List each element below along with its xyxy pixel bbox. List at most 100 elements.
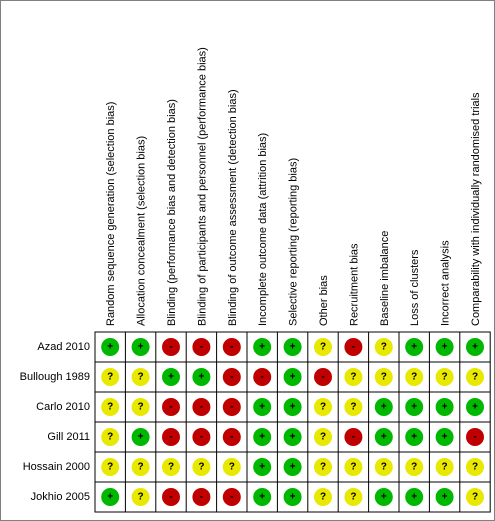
- judgement-symbol: ?: [168, 462, 174, 473]
- study-label: Hossain 2000: [23, 461, 90, 473]
- judgement-symbol: ?: [229, 462, 235, 473]
- judgement-dot: [435, 428, 454, 446]
- judgement-dot: [405, 368, 424, 386]
- judgement: -: [192, 398, 211, 416]
- judgement-symbol: -: [230, 402, 233, 413]
- judgement-dot: [162, 398, 180, 416]
- judgement: ?: [466, 368, 484, 386]
- judgement-symbol: ?: [138, 372, 144, 383]
- judgement-symbol: -: [230, 372, 233, 383]
- judgement: ?: [344, 368, 363, 386]
- judgement-dot: [435, 338, 454, 356]
- judgement: ?: [314, 398, 332, 416]
- judgement-dot: [435, 368, 454, 386]
- judgement: ?: [131, 368, 150, 386]
- judgement-dot: [314, 428, 332, 446]
- judgement-dot: [222, 398, 241, 416]
- judgement-dot: [466, 488, 484, 506]
- judgement: ?: [101, 428, 120, 446]
- judgement: ?: [314, 488, 332, 506]
- judgement-symbol: +: [411, 342, 417, 353]
- judgement: -: [222, 428, 241, 446]
- judgement: +: [253, 428, 272, 446]
- judgement-dot: [374, 428, 393, 446]
- judgement-dot: [374, 338, 393, 356]
- column-header: Recruitment bias: [348, 243, 360, 326]
- judgement-symbol: +: [472, 342, 478, 353]
- judgement-symbol: +: [381, 492, 387, 503]
- judgement-symbol: ?: [198, 462, 204, 473]
- judgement: ?: [344, 398, 363, 416]
- judgement: -: [192, 338, 211, 356]
- judgement-symbol: ?: [320, 492, 326, 503]
- judgement-dot: [162, 368, 180, 386]
- judgement-symbol: +: [259, 462, 265, 473]
- judgement-dot: [192, 398, 211, 416]
- judgement-symbol: +: [168, 372, 174, 383]
- judgement: ?: [466, 488, 484, 506]
- judgement-symbol: ?: [107, 462, 113, 473]
- judgement-dot: [101, 398, 120, 416]
- judgement-symbol: +: [290, 402, 296, 413]
- judgement-dot: [253, 368, 272, 386]
- judgement: ?: [344, 488, 363, 506]
- judgement-symbol: ?: [320, 462, 326, 473]
- judgement-dot: [283, 458, 302, 476]
- judgement-symbol: ?: [138, 492, 144, 503]
- judgement: ?: [101, 398, 120, 416]
- judgement-symbol: +: [259, 492, 265, 503]
- judgement-symbol: +: [472, 402, 478, 413]
- judgement: -: [466, 428, 484, 446]
- column-header: Incorrect analysis: [440, 240, 452, 326]
- judgement-symbol: +: [442, 402, 448, 413]
- judgement: +: [131, 338, 150, 356]
- study-label: Gill 2011: [47, 431, 90, 443]
- judgement: -: [162, 488, 180, 506]
- judgement: ?: [192, 458, 211, 476]
- judgement-dot: [192, 428, 211, 446]
- judgement-dot: [466, 398, 484, 416]
- judgement-symbol: ?: [411, 372, 417, 383]
- judgement: -: [344, 428, 363, 446]
- judgement-dot: [253, 458, 272, 476]
- judgement-symbol: ?: [320, 432, 326, 443]
- judgement: ?: [374, 368, 393, 386]
- judgement-dot: [405, 458, 424, 476]
- judgement-dot: [192, 368, 211, 386]
- judgement: +: [435, 428, 454, 446]
- judgement-symbol: ?: [442, 372, 448, 383]
- judgement-symbol: +: [411, 432, 417, 443]
- judgement-dot: [192, 488, 211, 506]
- judgement-dot: [374, 458, 393, 476]
- judgement-symbol: ?: [442, 462, 448, 473]
- judgement-symbol: ?: [107, 432, 113, 443]
- judgement-dot: [222, 368, 241, 386]
- judgement-dot: [405, 488, 424, 506]
- judgement-dot: [466, 338, 484, 356]
- judgement-dot: [192, 458, 211, 476]
- judgement-symbol: +: [138, 432, 144, 443]
- judgement-symbol: ?: [107, 372, 113, 383]
- judgement-dot: [131, 458, 150, 476]
- judgement-dot: [222, 338, 241, 356]
- judgement-symbol: ?: [350, 492, 356, 503]
- judgement-symbol: ?: [320, 342, 326, 353]
- column-header: Allocation concealment (selection bias): [136, 136, 148, 326]
- judgement-symbol: +: [259, 402, 265, 413]
- column-header: Loss of clusters: [409, 249, 421, 326]
- judgement: +: [466, 338, 484, 356]
- judgement: +: [374, 398, 393, 416]
- judgement: +: [405, 398, 424, 416]
- judgement-dot: [283, 398, 302, 416]
- judgement-symbol: -: [200, 492, 203, 503]
- judgement-symbol: +: [290, 492, 296, 503]
- judgement-dot: [131, 338, 150, 356]
- judgement: -: [162, 398, 180, 416]
- judgement: +: [405, 488, 424, 506]
- judgement-dot: [253, 488, 272, 506]
- judgement-symbol: +: [290, 462, 296, 473]
- judgement: +: [466, 398, 484, 416]
- judgement-dot: [192, 338, 211, 356]
- judgement-dot: [374, 398, 393, 416]
- judgement: +: [435, 488, 454, 506]
